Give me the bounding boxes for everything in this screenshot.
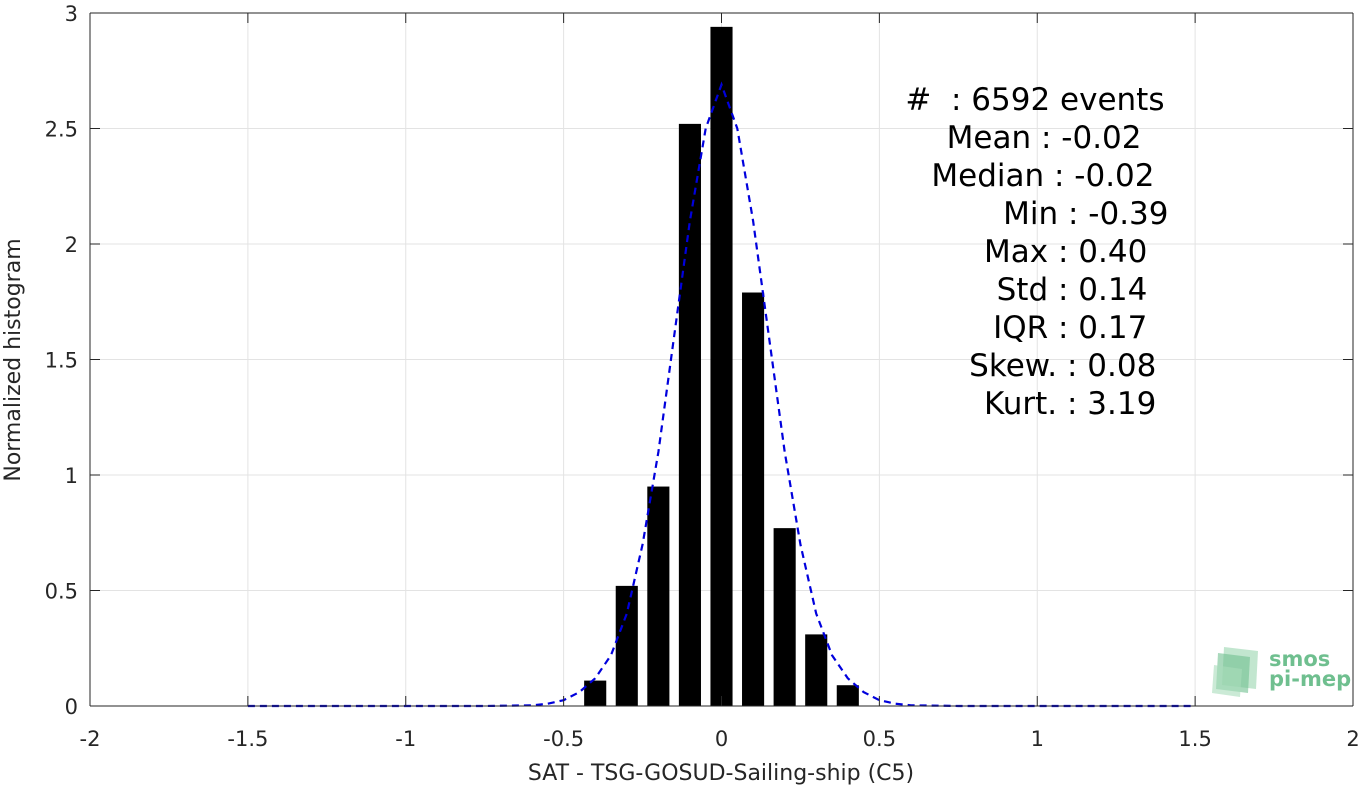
stat-label: Median <box>931 158 1054 194</box>
y-tick-label: 0 <box>65 695 78 719</box>
histogram-bar <box>773 528 796 706</box>
x-tick-label: 1.5 <box>1178 727 1211 751</box>
stat-value: : 0.17 <box>1058 310 1148 346</box>
y-tick-labels: 0 0.5 1 1.5 2 2.5 3 <box>45 2 78 719</box>
x-tick-label: 1 <box>1031 727 1044 751</box>
histogram-bar <box>647 486 670 706</box>
x-tick-label: 0 <box>715 727 728 751</box>
histogram-bar <box>678 123 701 706</box>
x-axis-label: SAT - TSG-GOSUD-Sailing-ship (C5) <box>528 761 914 786</box>
histogram-bar <box>742 292 765 706</box>
stat-label: Kurt. <box>983 386 1067 422</box>
stat-value: : -0.02 <box>1054 158 1155 194</box>
x-tick-label: -1 <box>395 727 416 751</box>
x-tick-label: 2 <box>1346 727 1359 751</box>
stat-value: : 0.40 <box>1058 234 1148 270</box>
stat-label: Std <box>996 272 1058 308</box>
stat-value: : -0.39 <box>1068 196 1169 232</box>
histogram-bar <box>584 680 607 706</box>
stat-value: : 0.08 <box>1067 348 1157 384</box>
x-tick-labels: -2 -1.5 -1 -0.5 0 0.5 1 1.5 2 <box>80 727 1360 751</box>
histogram-bar <box>805 634 828 706</box>
y-axis-label: Normalized histogram <box>1 238 26 481</box>
stat-label: Mean <box>946 120 1041 156</box>
y-tick-label: 2.5 <box>45 118 78 142</box>
smos-pimep-logo: smos pi-mep <box>1212 643 1352 698</box>
y-tick-label: 3 <box>65 2 78 26</box>
fit-curve <box>247 81 1196 708</box>
stat-label: # <box>905 82 951 118</box>
logo-line-1: smos <box>1269 647 1331 671</box>
histogram-bars <box>584 26 859 707</box>
x-tick-label: -2 <box>80 727 101 751</box>
stat-label: Max <box>984 234 1058 270</box>
histogram-bar <box>710 26 733 707</box>
y-tick-label: 1 <box>65 464 78 488</box>
stat-value: : 3.19 <box>1067 386 1157 422</box>
y-tick-label: 0.5 <box>45 580 78 604</box>
stat-label: Min <box>1003 196 1068 232</box>
y-tick-label: 1.5 <box>45 349 78 373</box>
logo-mark-icon <box>1212 647 1258 697</box>
histogram-bar <box>836 685 859 706</box>
stat-value: : 0.14 <box>1058 272 1148 308</box>
axes <box>89 12 1354 707</box>
x-tick-label: -1.5 <box>227 727 268 751</box>
x-tick-label: -0.5 <box>543 727 584 751</box>
stat-label: IQR <box>993 310 1058 346</box>
logo-line-2: pi-mep <box>1269 667 1352 691</box>
stat-value: : -0.02 <box>1041 120 1142 156</box>
stat-label: Skew. <box>969 348 1067 384</box>
histogram-bar <box>615 585 638 706</box>
y-tick-label: 2 <box>65 233 78 257</box>
x-tick-label: 0.5 <box>863 727 896 751</box>
stat-value: : 6592 events <box>951 82 1165 118</box>
